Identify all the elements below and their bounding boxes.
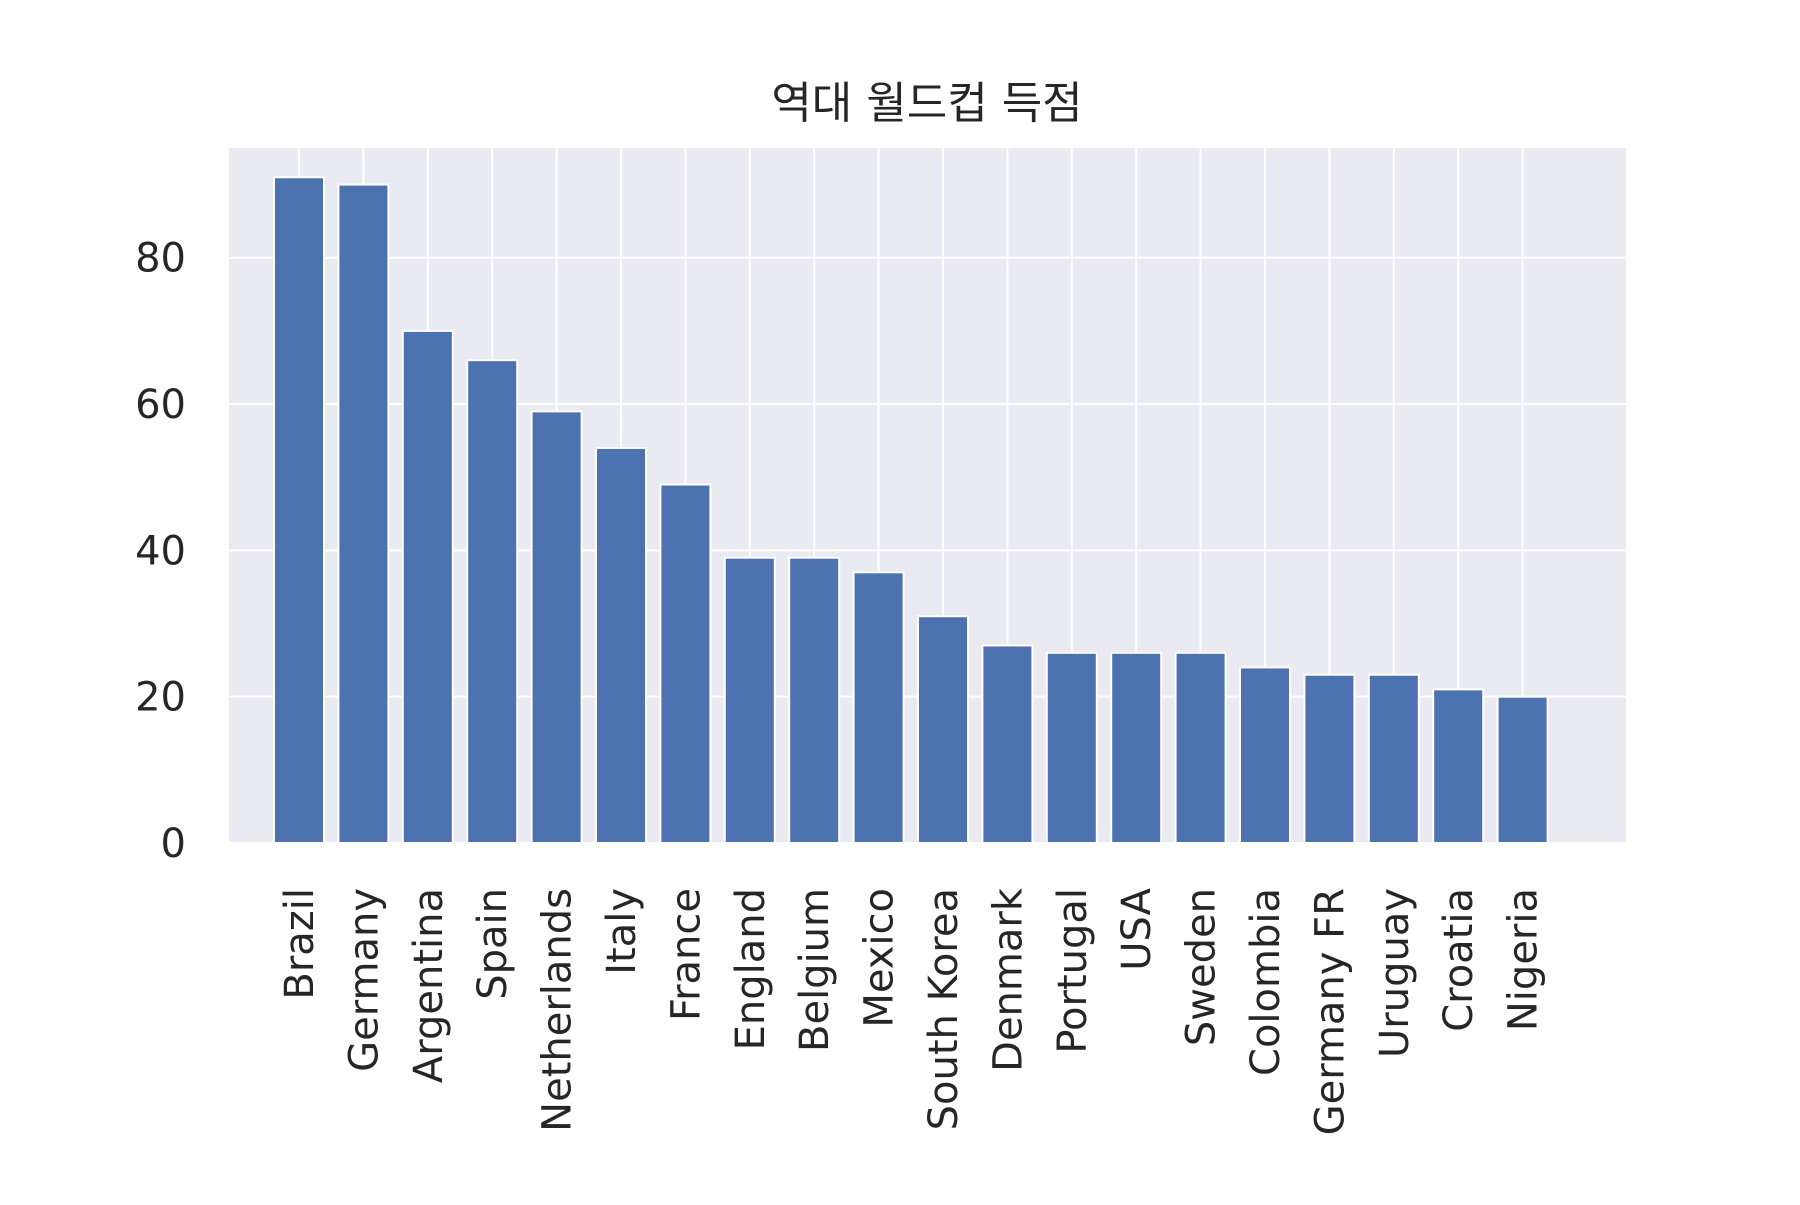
x-tick-label: Germany FR (1307, 888, 1353, 1135)
x-tick-label: Brazil (277, 888, 323, 1000)
x-tick-label: Mexico (857, 888, 903, 1028)
bar-croatia (1432, 688, 1485, 844)
bar-usa (1110, 651, 1163, 845)
x-tick-label: Denmark (985, 887, 1031, 1072)
x-tick-label: Colombia (1243, 888, 1289, 1076)
bars (273, 176, 1549, 845)
bar-france (659, 483, 712, 844)
x-tick-label: USA (1114, 887, 1160, 970)
x-tick-label: Croatia (1436, 888, 1482, 1032)
x-tick-label: Argentina (406, 888, 452, 1083)
bar-nigeria (1496, 695, 1549, 844)
x-tick-label: Italy (599, 888, 645, 975)
x-tick-label: Uruguay (1372, 888, 1418, 1058)
y-tick-label: 80 (135, 236, 186, 282)
y-tick-label: 20 (135, 675, 186, 721)
x-tick-label: South Korea (921, 888, 967, 1130)
bar-portugal (1045, 651, 1098, 845)
bar-uruguay (1367, 673, 1420, 844)
bar-germany-fr (1303, 673, 1356, 844)
bar-argentina (401, 329, 454, 845)
x-tick-label: Sweden (1179, 888, 1225, 1046)
bar-germany (337, 183, 390, 845)
bar-sweden (1174, 651, 1227, 845)
x-tick-label: England (728, 888, 774, 1050)
x-tick-label: France (663, 888, 709, 1021)
x-tick-label: Belgium (792, 888, 838, 1052)
bar-mexico (852, 571, 905, 844)
x-tick-label: Nigeria (1501, 888, 1547, 1031)
y-tick-label: 60 (135, 382, 186, 428)
bar-spain (466, 359, 519, 844)
bar-belgium (788, 556, 841, 844)
bar-netherlands (530, 410, 583, 844)
bar-south-korea (917, 615, 969, 844)
x-tick-label: Spain (470, 888, 516, 1000)
bar-denmark (981, 644, 1034, 845)
bar-italy (595, 446, 647, 844)
x-axis-tick-labels: Brazil Germany Argentina Spain Netherlands It… (277, 887, 1547, 1135)
chart-title: 역대 월드컵 득점 (771, 78, 1082, 129)
x-tick-label: Netherlands (535, 888, 581, 1132)
x-tick-label: Germany (341, 888, 387, 1072)
x-tick-label: Portugal (1050, 888, 1096, 1054)
bar-colombia (1239, 666, 1291, 845)
y-axis-tick-labels: 0 20 40 60 80 (135, 236, 186, 867)
bar-brazil (273, 176, 325, 844)
bar-england (723, 556, 776, 844)
y-tick-label: 40 (135, 528, 186, 574)
y-tick-label: 0 (161, 821, 186, 867)
